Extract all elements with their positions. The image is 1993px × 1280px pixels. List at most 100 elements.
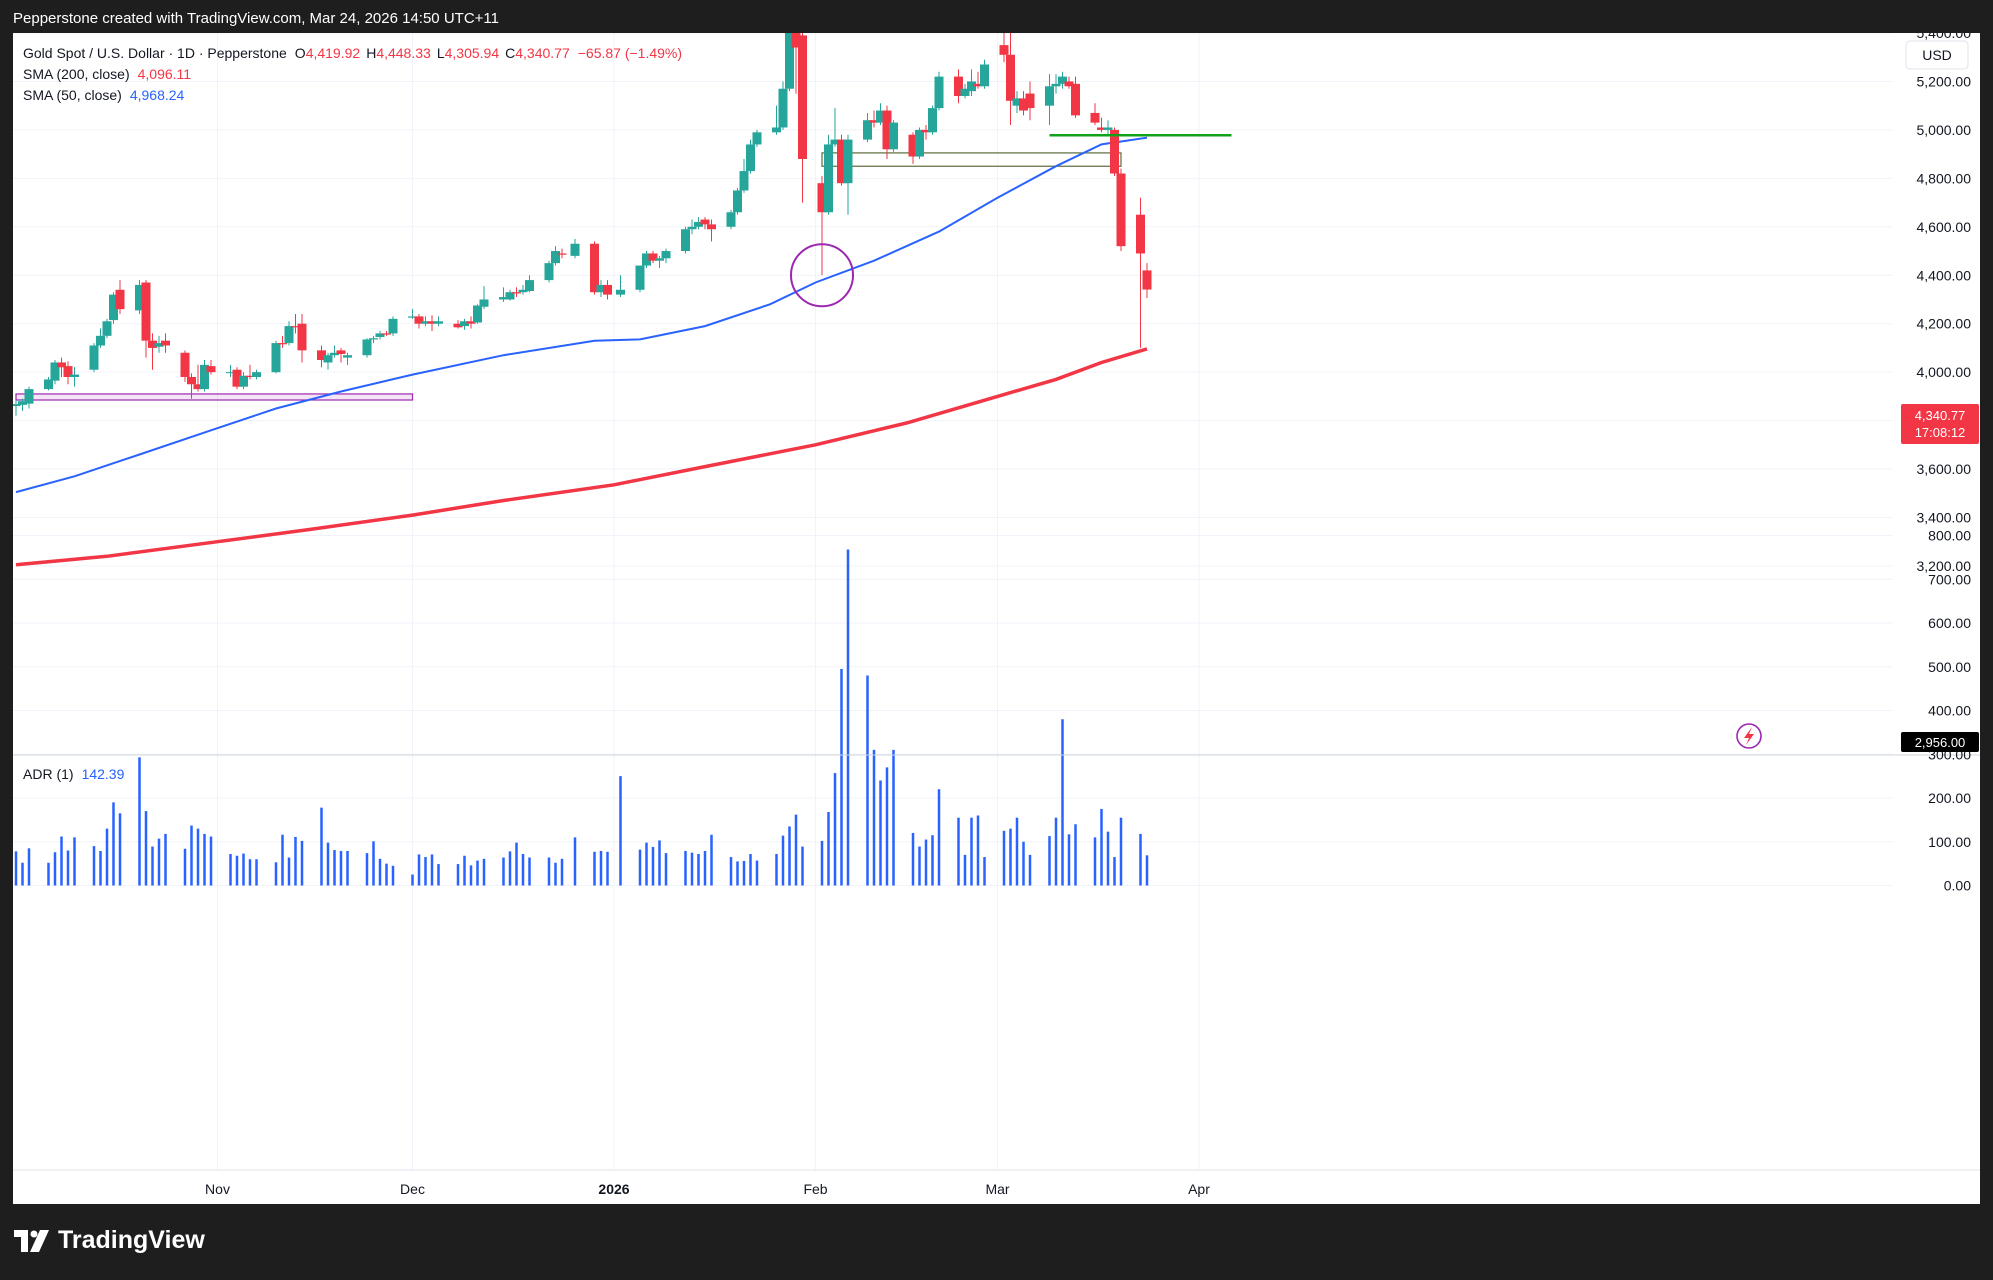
candle-body — [382, 333, 391, 335]
candle — [635, 265, 645, 293]
annotations-front[interactable] — [790, 133, 1232, 308]
candle — [434, 316, 443, 327]
candle — [369, 335, 378, 344]
candle-body — [343, 355, 352, 358]
candle-body — [453, 323, 463, 328]
lightning-icon[interactable] — [1736, 723, 1762, 749]
candle — [694, 217, 703, 230]
candle — [388, 316, 398, 336]
chart-svg[interactable]: 5,600.005,400.005,200.005,000.004,800.00… — [11, 0, 1980, 1204]
adr-bar — [21, 862, 24, 886]
adr-bar — [203, 833, 206, 886]
candle-body — [830, 139, 840, 145]
adr-bar — [196, 828, 200, 886]
candle — [681, 226, 690, 254]
candle-body — [141, 282, 151, 341]
candle — [863, 112, 872, 143]
candle — [733, 188, 742, 215]
candle-body — [252, 372, 261, 377]
adr-bar — [1009, 828, 1012, 886]
candle-body — [791, 30, 801, 48]
adr-bar — [157, 838, 161, 886]
adr-bar — [73, 837, 76, 886]
candle — [382, 330, 391, 336]
adr-axis[interactable]: 800.00700.00600.00500.00400.00300.00200.… — [1928, 528, 1971, 894]
adr-bar — [27, 848, 31, 886]
adr-bar — [963, 854, 967, 886]
candle-body — [1071, 83, 1080, 116]
candle — [89, 343, 99, 373]
adr-bar — [892, 749, 895, 886]
candle — [1025, 81, 1035, 121]
adr-bar — [729, 857, 733, 886]
candle-body — [752, 132, 762, 145]
candle — [460, 318, 469, 330]
candle — [239, 372, 248, 390]
candle — [96, 328, 105, 348]
adr-bar — [606, 851, 609, 886]
time-axis[interactable]: Nov Dec 2026 Feb Mar Apr — [205, 1181, 1210, 1197]
candle — [830, 108, 840, 147]
adr-bar — [274, 862, 278, 886]
zone-rectangle — [821, 152, 1122, 167]
candle — [954, 69, 963, 104]
adr-bar — [775, 854, 778, 886]
currency-button[interactable]: USD — [1905, 40, 1969, 70]
candle-body — [187, 376, 196, 385]
adr-label: ADR (1) — [23, 766, 74, 782]
candle — [1012, 91, 1022, 113]
candle-body — [1058, 76, 1067, 84]
adr-bar — [1139, 833, 1142, 886]
price-axis[interactable]: 5,600.005,400.005,200.005,000.004,800.00… — [1917, 25, 1972, 574]
adr-bar — [482, 858, 486, 886]
legend-close-label: C — [505, 45, 515, 61]
candle-body — [180, 352, 190, 377]
adr-bar — [827, 812, 830, 886]
adr-bar — [833, 773, 837, 886]
candle-body — [135, 284, 144, 311]
candle — [375, 330, 385, 340]
adr-bar — [1015, 817, 1019, 886]
tradingview-logo[interactable]: TradingView — [14, 1226, 205, 1255]
adr-bar — [365, 853, 369, 886]
candle — [291, 314, 300, 334]
adr-bar — [1100, 808, 1103, 886]
adr-bar — [658, 840, 661, 886]
candle-body — [921, 129, 931, 133]
adr-bar — [697, 854, 700, 886]
candle-body — [479, 299, 489, 307]
adr-bars[interactable] — [14, 549, 1149, 886]
candle-body — [63, 366, 73, 377]
candle-body — [148, 340, 157, 348]
candle — [915, 127, 924, 159]
adr-tick-label: 800.00 — [1928, 528, 1971, 544]
adr-bar — [437, 864, 440, 886]
candle — [596, 280, 606, 298]
candle-body — [863, 120, 872, 140]
candle-body — [50, 362, 60, 381]
candle-body — [928, 108, 937, 133]
adr-bar — [976, 815, 980, 886]
candle-body — [661, 251, 671, 259]
time-label: Mar — [985, 1181, 1009, 1197]
time-label: Dec — [400, 1181, 425, 1197]
chart-panel[interactable]: 5,600.005,400.005,200.005,000.004,800.00… — [11, 0, 1980, 1204]
candle-body — [505, 292, 515, 300]
candle — [980, 59, 989, 89]
candle-body — [18, 401, 27, 405]
candle — [700, 217, 710, 230]
adr-bar — [1061, 719, 1064, 886]
adr-bar — [411, 874, 414, 886]
zone-rectangle — [15, 393, 414, 401]
candles[interactable] — [11, 0, 1152, 416]
candle-body — [24, 389, 34, 404]
adr-bar — [391, 865, 395, 886]
candle — [232, 367, 242, 390]
adr-bar — [138, 757, 141, 886]
adr-bar — [209, 836, 213, 886]
candle-body — [1103, 127, 1113, 130]
price-tick-label: 3,200.00 — [1917, 558, 1972, 574]
legend-close: 4,340.77 — [515, 45, 570, 61]
adr-bar — [476, 860, 479, 886]
currency-label[interactable]: USD — [1922, 47, 1952, 63]
